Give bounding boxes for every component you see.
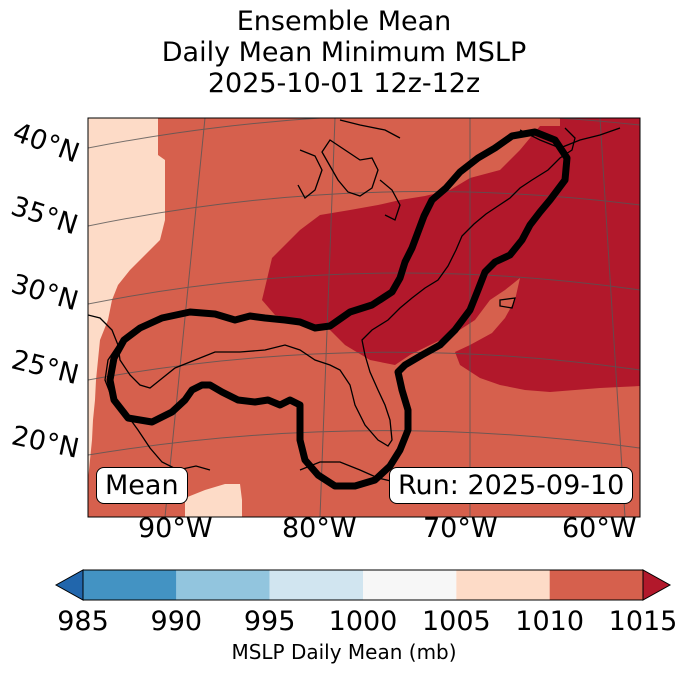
colorbar-tick-985: 985: [57, 606, 109, 637]
title-line-1: Ensemble Mean: [236, 6, 452, 37]
colorbar-label: MSLP Daily Mean (mb): [231, 640, 457, 664]
colorbar-bin-1010-1015: [549, 570, 643, 600]
lon-label-90w: 90°W: [138, 513, 213, 544]
colorbar-bin-1000-1005: [363, 570, 457, 600]
map-frame: [87, 117, 641, 518]
chart-title: Ensemble Mean Daily Mean Minimum MSLP 20…: [0, 6, 688, 99]
lon-label-60w: 60°W: [562, 513, 637, 544]
region-1010-1015: [88, 118, 640, 517]
colorbar-tick-1015: 1015: [608, 606, 678, 637]
colorbar-bin-1005-1010: [456, 570, 550, 600]
title-line-2: Daily Mean Minimum MSLP: [161, 37, 527, 68]
colorbar-extend-high: [642, 569, 672, 601]
ensemble-contour: [106, 128, 571, 490]
colorbar-extend-low: [54, 569, 84, 601]
region-1005-1010-south: [185, 484, 242, 517]
colorbar-tick-1005: 1005: [421, 606, 491, 637]
title-line-3: 2025-10-01 12z-12z: [207, 68, 481, 99]
region-1005-1010-west: [88, 118, 165, 480]
run-date-box: Run: 2025-09-10: [389, 467, 634, 504]
lon-label-70w: 70°W: [423, 513, 498, 544]
colorbar-bin-995-1000: [269, 570, 363, 600]
colorbar-tick-1010: 1010: [515, 606, 585, 637]
colorbar-tick-990: 990: [150, 606, 203, 637]
coastlines: [88, 119, 621, 483]
lon-label-80w: 80°W: [282, 513, 357, 544]
colorbar-bin-985-990: [83, 570, 177, 600]
colorbar-tick-1000: 1000: [328, 606, 398, 637]
mean-label-box: Mean: [96, 467, 188, 504]
colorbar-bin-990-995: [176, 570, 270, 600]
colorbar-tick-995: 995: [243, 606, 296, 637]
colorbar-frame: [82, 569, 644, 601]
